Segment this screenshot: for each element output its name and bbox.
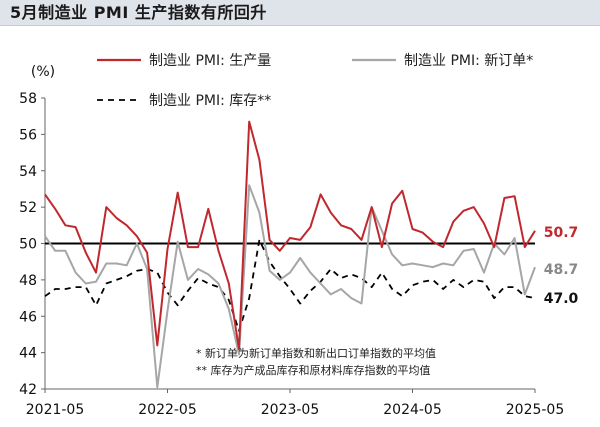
x-tick-label: 2024-05 (383, 402, 442, 418)
footnotes: * 新订单为新订单指数和新出口订单指数的平均值 ** 库存为产成品库存和原材料库存… (196, 346, 436, 377)
x-tick-label: 2022-05 (138, 402, 197, 418)
series-line-2 (44, 238, 536, 332)
y-tick-label: 52 (19, 200, 37, 216)
y-tick-label: 50 (19, 237, 37, 253)
y-tick-label: 58 (19, 91, 37, 107)
end-value-label-1: 48.7 (544, 262, 579, 278)
axes: 42 44 46 48 50 52 54 56 58 (%) 2021-05 2022-05 2023-… (19, 64, 564, 418)
series-lines (44, 120, 536, 389)
x-tick-label: 2023-05 (261, 402, 320, 418)
y-axis-unit-label: (%) (31, 64, 55, 80)
series-line-0 (44, 120, 536, 350)
end-value-label-0: 50.7 (544, 225, 579, 241)
chart-title: 5月制造业 PMI 生产指数有所回升 (0, 0, 600, 26)
y-tick-label: 42 (19, 382, 37, 398)
x-tick-label: 2025-05 (506, 402, 565, 418)
y-tick-label: 44 (19, 346, 37, 362)
y-tick-label: 48 (19, 273, 37, 289)
y-tick-label: 54 (19, 164, 37, 180)
y-tick-label: 56 (19, 127, 37, 143)
footnote-1: ** 库存为产成品库存和原材料库存指数的平均值 (196, 363, 431, 377)
legend-label-0: 制造业 PMI: 生产量 (149, 53, 271, 69)
x-tick-label: 2021-05 (26, 402, 85, 418)
series-line-1 (44, 184, 536, 389)
legend-label-2: 制造业 PMI: 库存** (149, 93, 271, 109)
end-value-label-2: 47.0 (544, 291, 579, 307)
end-labels: 50.7 48.7 47.0 (544, 225, 579, 307)
legend: 制造业 PMI: 生产量 制造业 PMI: 新订单* 制造业 PMI: 库存** (97, 53, 533, 109)
footnote-0: * 新订单为新订单指数和新出口订单指数的平均值 (196, 346, 436, 360)
y-tick-label: 46 (19, 309, 37, 325)
legend-label-1: 制造业 PMI: 新订单* (404, 53, 533, 69)
